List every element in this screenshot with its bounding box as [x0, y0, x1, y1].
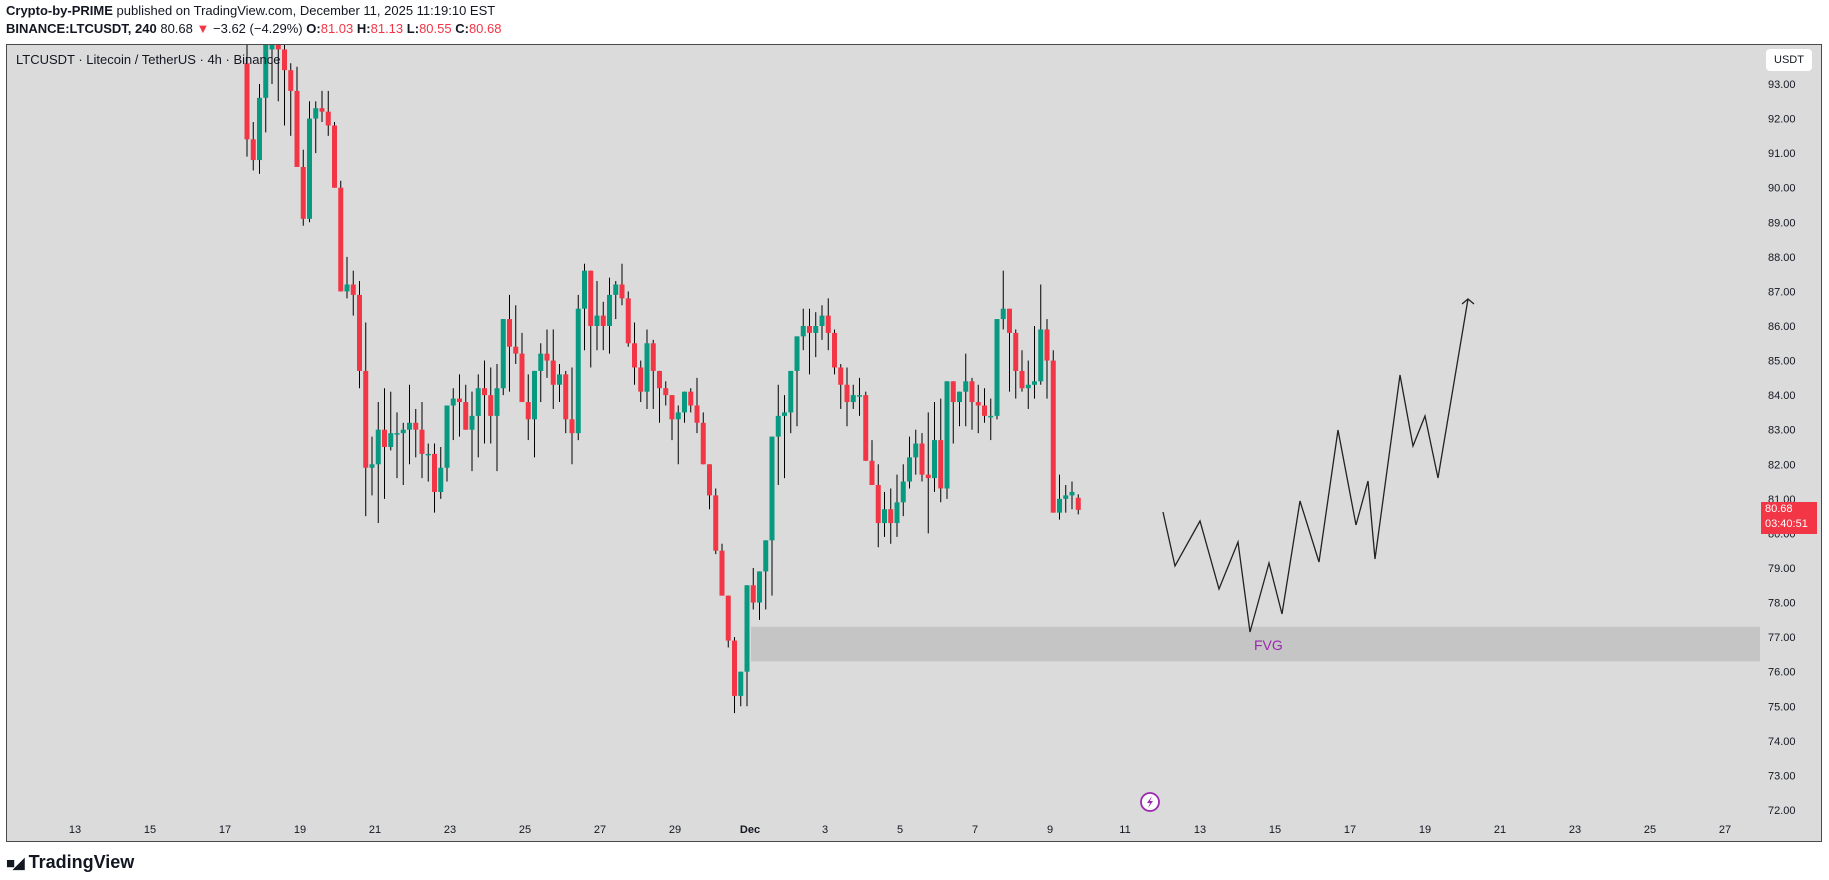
time-tick: 13 — [1194, 824, 1206, 836]
time-tick: 13 — [69, 824, 81, 836]
open-label: O: — [306, 21, 321, 36]
time-tick: 27 — [594, 824, 606, 836]
high-label: H: — [356, 21, 371, 36]
price-tick: 73.00 — [1768, 770, 1796, 782]
price-tick: 85.00 — [1768, 356, 1796, 368]
tradingview-logo-text: TradingView — [28, 852, 135, 872]
currency-button[interactable]: USDT — [1766, 49, 1812, 71]
symbol-interval: BINANCE:LTCUSDT, 240 — [6, 21, 157, 36]
time-tick: 21 — [369, 824, 381, 836]
price-axis[interactable]: 93.00 92.00 91.00 90.00 89.00 88.00 87.00 86.00… — [1768, 79, 1796, 817]
publish-header: Crypto-by-PRIME published on TradingView… — [6, 2, 502, 38]
time-tick: 17 — [219, 824, 231, 836]
time-axis[interactable]: 13 15 17 19 21 23 25 27 29 Dec 3 5 7 9 11 13 15 17 19 21 23 2… — [69, 824, 1731, 836]
tradingview-logo[interactable]: ■◢ TradingView — [6, 852, 134, 873]
price-tick: 77.00 — [1768, 632, 1796, 644]
last-price-tag: 80.68 03:40:51 — [1761, 502, 1817, 534]
time-tick: 7 — [972, 824, 978, 836]
lightning-icon[interactable] — [1140, 792, 1160, 812]
time-tick: 15 — [144, 824, 156, 836]
price-tick: 92.00 — [1768, 114, 1796, 126]
time-tick: 15 — [1269, 824, 1281, 836]
fvg-label: FVG — [1254, 637, 1283, 653]
price-tick: 82.00 — [1768, 459, 1796, 471]
price-tick: 88.00 — [1768, 252, 1796, 264]
time-tick: 19 — [1419, 824, 1431, 836]
time-tick: 25 — [1644, 824, 1656, 836]
time-tick: 19 — [294, 824, 306, 836]
time-tick: 27 — [1719, 824, 1731, 836]
price-tick: 87.00 — [1768, 286, 1796, 298]
time-tick: 25 — [519, 824, 531, 836]
time-tick: 29 — [669, 824, 681, 836]
low-value: 80.55 — [419, 21, 452, 36]
close-label: C: — [455, 21, 469, 36]
published-text: published on TradingView.com, December 1… — [116, 3, 496, 18]
arrow-head-icon — [1461, 298, 1475, 305]
time-tick: 3 — [822, 824, 828, 836]
price-tick: 89.00 — [1768, 217, 1796, 229]
author-name[interactable]: Crypto-by-PRIME — [6, 3, 113, 18]
time-tick: 23 — [444, 824, 456, 836]
open-value: 81.03 — [320, 21, 354, 36]
close-value: 80.68 — [468, 21, 502, 36]
price-tick: 74.00 — [1768, 736, 1796, 748]
price-tick: 72.00 — [1768, 805, 1796, 817]
price-tick: 79.00 — [1768, 563, 1796, 575]
time-tick: 5 — [897, 824, 903, 836]
chart-legend: LTCUSDT · Litecoin / TetherUS · 4h · Bin… — [16, 52, 281, 67]
price-tick: 78.00 — [1768, 598, 1796, 610]
time-tick: Dec — [740, 824, 760, 836]
price-change: −3.62 (−4.29%) — [213, 21, 303, 36]
price-tick: 86.00 — [1768, 321, 1796, 333]
time-tick: 21 — [1494, 824, 1506, 836]
time-tick: 11 — [1119, 824, 1130, 836]
last-price: 80.68 — [160, 21, 193, 36]
triangle-down-icon: ▼ — [196, 21, 210, 36]
tradingview-logo-icon: ■◢ — [6, 854, 25, 872]
time-tick: 23 — [1569, 824, 1581, 836]
time-tick: 9 — [1047, 824, 1053, 836]
price-tag-value: 80.68 — [1765, 503, 1793, 515]
price-tag-countdown: 03:40:51 — [1765, 518, 1808, 530]
candles — [244, 45, 1081, 714]
price-tick: 91.00 — [1768, 148, 1796, 160]
price-tick: 93.00 — [1768, 79, 1796, 91]
price-tick: 75.00 — [1768, 701, 1796, 713]
high-value: 81.13 — [370, 21, 404, 36]
price-tick: 84.00 — [1768, 390, 1796, 402]
price-tick: 76.00 — [1768, 667, 1796, 679]
price-tick: 83.00 — [1768, 425, 1796, 437]
time-tick: 17 — [1344, 824, 1356, 836]
projection-path[interactable] — [1162, 298, 1475, 633]
price-tick: 90.00 — [1768, 183, 1796, 195]
low-label: L: — [406, 21, 420, 36]
fvg-zone[interactable]: FVG — [751, 626, 1760, 662]
